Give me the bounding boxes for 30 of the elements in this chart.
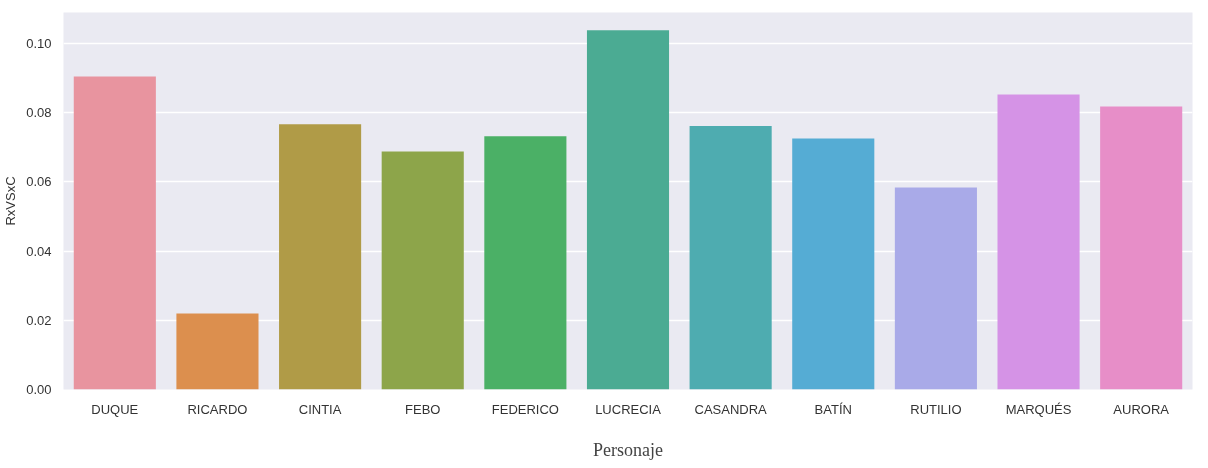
x-tick-label: MARQUÉS [1005,401,1072,417]
bar [73,76,156,390]
x-tick-label: DUQUE [91,401,139,417]
bar [1100,106,1183,390]
y-tick-label: 0.10 [26,36,52,52]
bar [176,313,259,390]
x-tick-label: FEBO [405,401,441,417]
x-tick-label: RICARDO [187,401,248,417]
bar [792,138,875,390]
bar [689,125,772,390]
y-axis-title: RxVSxC [3,176,19,226]
bar [586,30,670,390]
x-tick-label: LUCRECIA [595,401,662,417]
y-tick-label: 0.04 [26,243,52,259]
y-tick-label: 0.00 [26,382,52,397]
x-tick-label: AURORA [1113,401,1170,417]
y-tick-label: 0.06 [26,174,52,190]
x-tick-label: BATÍN [814,401,852,417]
y-tick-label: 0.02 [26,312,52,328]
x-tick-label: CINTIA [298,401,342,417]
y-tick-label: 0.08 [26,105,52,121]
bar [381,151,464,390]
x-tick-label: RUTILIO [910,401,962,417]
bar [484,136,567,390]
bar [997,94,1080,390]
bar [279,124,362,390]
x-axis-title: Personaje [593,439,663,460]
x-tick-label: FEDERICO [491,401,559,417]
bar [894,187,977,390]
x-tick-label: CASANDRA [694,401,768,417]
